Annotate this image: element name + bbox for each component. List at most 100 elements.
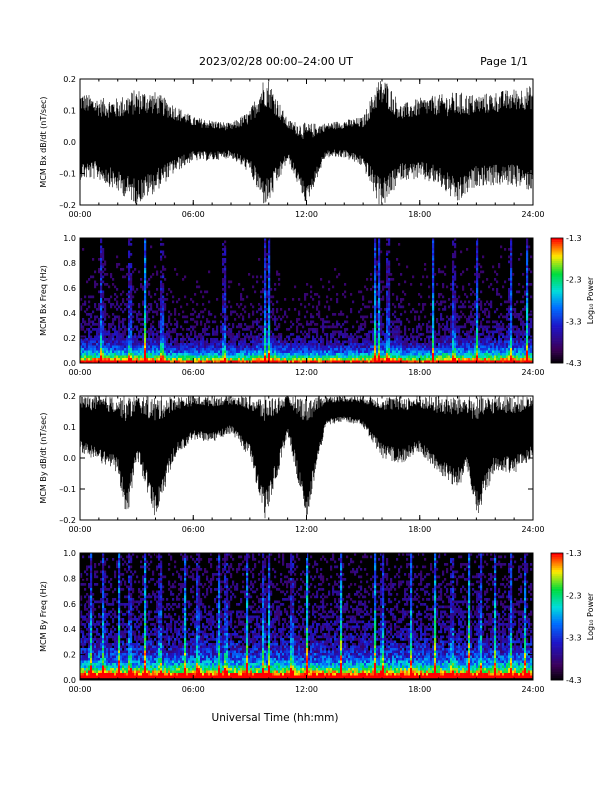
spectrogram-cell <box>170 323 173 326</box>
spectrogram-cell <box>90 570 93 574</box>
colorbar-segment <box>551 313 563 316</box>
spectrogram-cell <box>102 290 105 294</box>
spectrogram-cell <box>284 348 287 351</box>
spectrogram-cell <box>192 300 195 304</box>
spectrogram-cell <box>198 343 201 346</box>
spectrogram-cell <box>482 350 485 354</box>
spectrogram-cell <box>172 355 175 359</box>
spectrogram-cell <box>320 340 323 344</box>
spectrogram-cell <box>492 335 495 339</box>
spectrogram-cell <box>508 278 511 281</box>
spectrogram-cell <box>374 238 377 241</box>
spectrogram-cell <box>118 320 121 324</box>
spectrogram-cell <box>80 583 83 586</box>
spectrogram-cell <box>308 335 311 339</box>
spectrogram-cell <box>410 333 413 336</box>
spectrogram-cell <box>452 333 455 336</box>
spectrogram-cell <box>432 320 435 324</box>
spectrogram-cell <box>504 350 507 354</box>
spectrogram-cell <box>378 238 381 241</box>
spectrogram-cell <box>300 355 303 359</box>
spectrogram-cell <box>222 358 225 361</box>
spectrogram-cell <box>376 338 379 341</box>
spectrogram-cell <box>518 330 521 334</box>
spectrogram-cell <box>336 293 339 296</box>
spectrogram-cell <box>300 303 303 306</box>
spectrogram-cell <box>306 293 309 296</box>
spectrogram-cell <box>318 315 321 319</box>
spectrogram-cell <box>82 578 85 581</box>
spectrogram-cell <box>352 300 355 304</box>
spectrogram-cell <box>110 338 113 341</box>
spectrogram-cell <box>220 345 223 349</box>
spectrogram-cell <box>174 330 177 334</box>
spectrogram-cell <box>126 345 129 349</box>
spectrogram-cell <box>96 643 99 646</box>
spectrogram-cell <box>202 360 205 364</box>
spectrogram-cell <box>144 260 147 264</box>
spectrogram-cell <box>474 340 477 344</box>
spectrogram-cell <box>170 290 173 294</box>
spectrogram-cell <box>288 360 291 364</box>
spectrogram-cell <box>90 330 93 334</box>
spectrogram-cell <box>330 325 333 329</box>
spectrogram-cell <box>388 333 391 336</box>
spectrogram-cell <box>468 315 471 319</box>
spectrogram-cell <box>396 350 399 354</box>
spectrogram-cell <box>296 328 299 331</box>
spectrogram-cell <box>476 358 479 361</box>
spectrogram-cell <box>498 263 501 266</box>
spectrogram-cell <box>320 343 323 346</box>
spectrogram-cell <box>148 308 151 311</box>
spectrogram-cell <box>348 345 351 349</box>
spectrogram-cell <box>510 318 513 321</box>
spectrogram-cell <box>530 318 533 321</box>
spectrogram-cell <box>468 353 471 356</box>
spectrogram-cell <box>376 290 379 294</box>
spectrogram-cell <box>146 360 149 364</box>
spectrogram-cell <box>356 338 359 341</box>
spectrogram-cell <box>240 313 243 316</box>
spectrogram-cell <box>90 658 93 661</box>
spectrogram-cell <box>274 360 277 364</box>
spectrogram-cell <box>180 358 183 361</box>
spectrogram-cell <box>356 350 359 354</box>
spectrogram-cell <box>496 290 499 294</box>
spectrogram-cell <box>304 330 307 334</box>
spectrogram-cell <box>90 585 93 589</box>
spectrogram-cell <box>160 293 163 296</box>
spectrogram-cell <box>508 293 511 296</box>
spectrogram-cell <box>526 355 529 359</box>
spectrogram-cell <box>194 345 197 349</box>
spectrogram-cell <box>412 308 415 311</box>
spectrogram-cell <box>238 283 241 286</box>
spectrogram-cell <box>116 263 119 266</box>
spectrogram-cell <box>86 313 89 316</box>
spectrogram-cell <box>306 350 309 354</box>
spectrogram-cell <box>356 345 359 349</box>
spectrogram-cell <box>98 333 101 336</box>
y-tick-label: 0.6 <box>63 284 76 293</box>
spectrogram-cell <box>116 295 119 299</box>
spectrogram-cell <box>428 285 431 289</box>
spectrogram-cell <box>434 335 437 339</box>
spectrogram-cell <box>390 278 393 281</box>
spectrogram-cell <box>510 280 513 284</box>
spectrogram-cell <box>96 333 99 336</box>
spectrogram-cell <box>342 360 345 364</box>
spectrogram-cell <box>190 350 193 354</box>
spectrogram-cell <box>426 360 429 364</box>
spectrogram-cell <box>228 335 231 339</box>
spectrogram-cell <box>266 360 269 364</box>
spectrogram-cell <box>216 348 219 351</box>
spectrogram-cell <box>88 643 91 646</box>
spectrogram-cell <box>482 345 485 349</box>
spectrogram-cell <box>334 353 337 356</box>
spectrogram-cell <box>224 273 227 276</box>
spectrogram-cell <box>434 333 437 336</box>
colorbar-tick-label: -2.3 <box>566 276 582 285</box>
spectrogram-cell <box>210 343 213 346</box>
spectrogram-cell <box>318 295 321 299</box>
spectrogram-cell <box>264 265 267 269</box>
spectrogram-cell <box>528 283 531 286</box>
